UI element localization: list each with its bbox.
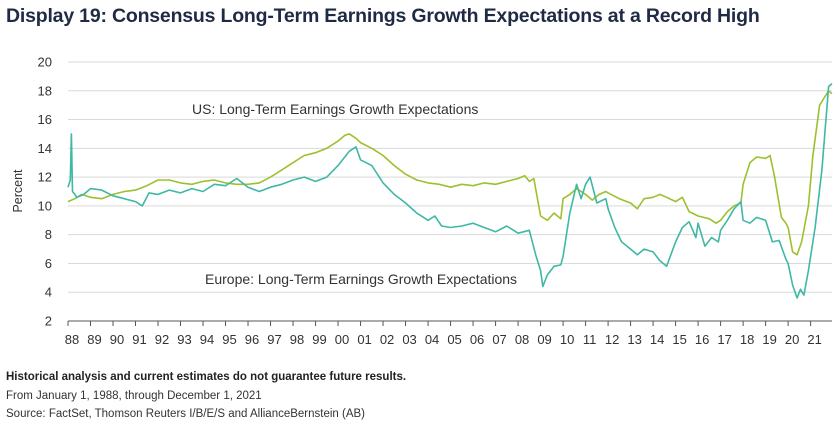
x-tick-label: 96 bbox=[245, 332, 259, 347]
x-tick-label: 21 bbox=[807, 332, 821, 347]
x-tick-label: 20 bbox=[785, 332, 799, 347]
x-tick-label: 92 bbox=[155, 332, 169, 347]
y-tick-label: 20 bbox=[38, 55, 52, 70]
y-tick-label: 4 bbox=[45, 285, 52, 300]
chart-notes: Historical analysis and current estimate… bbox=[6, 368, 826, 423]
y-tick-label: 2 bbox=[45, 314, 52, 329]
x-tick-label: 90 bbox=[110, 332, 124, 347]
y-axis-ticks: 2 4 6 8 10 12 14 16 18 20 bbox=[38, 55, 52, 329]
y-tick-label: 18 bbox=[38, 83, 52, 98]
x-tick-label: 04 bbox=[425, 332, 439, 347]
y-tick-label: 8 bbox=[45, 227, 52, 242]
y-tick-label: 10 bbox=[38, 198, 52, 213]
x-tick-label: 08 bbox=[515, 332, 529, 347]
x-tick-label: 16 bbox=[695, 332, 709, 347]
y-axis-label: Percent bbox=[11, 169, 25, 213]
x-tick-label: 06 bbox=[470, 332, 484, 347]
source-note: Source: FactSet, Thomson Reuters I/B/E/S… bbox=[6, 408, 366, 420]
x-tick-label: 10 bbox=[560, 332, 574, 347]
x-tick-label: 99 bbox=[312, 332, 326, 347]
x-tick-label: 00 bbox=[335, 332, 349, 347]
x-tick-label: 11 bbox=[583, 332, 597, 347]
x-tick-label: 95 bbox=[222, 332, 236, 347]
europe-series-label: Europe: Long-Term Earnings Growth Expect… bbox=[205, 271, 517, 287]
x-tick-label: 03 bbox=[402, 332, 416, 347]
x-tick-label: 14 bbox=[650, 332, 664, 347]
x-tick-label: 07 bbox=[492, 332, 506, 347]
x-tick-label: 05 bbox=[447, 332, 461, 347]
y-tick-label: 6 bbox=[45, 256, 52, 271]
europe-series-line bbox=[67, 82, 833, 299]
gridlines bbox=[68, 61, 832, 293]
x-tick-label: 88 bbox=[65, 332, 79, 347]
x-tick-label: 93 bbox=[177, 332, 191, 347]
x-tick-label: 98 bbox=[290, 332, 304, 347]
x-tick-label: 89 bbox=[87, 332, 101, 347]
x-tick-label: 15 bbox=[672, 332, 686, 347]
period-note: From January 1, 1988, through December 1… bbox=[6, 390, 262, 402]
x-axis-ticks: 88 89 90 91 92 93 94 95 96 97 98 99 00 01 02 03 04 05 06 07… bbox=[65, 321, 822, 347]
x-tick-label: 97 bbox=[267, 332, 281, 347]
series-labels: US: Long-Term Earnings Growth Expectatio… bbox=[192, 101, 517, 287]
chart-title: Display 19: Consensus Long-Term Earnings… bbox=[6, 5, 760, 27]
x-tick-label: 18 bbox=[740, 332, 754, 347]
y-tick-label: 16 bbox=[38, 112, 52, 127]
line-chart: 2 4 6 8 10 12 14 16 18 20 88 89 90 91 92 93 94 95 96 97 98 9… bbox=[11, 55, 833, 347]
us-series-line bbox=[67, 90, 833, 256]
y-tick-label: 14 bbox=[38, 141, 52, 156]
x-tick-label: 94 bbox=[200, 332, 214, 347]
disclaimer-note: Historical analysis and current estimate… bbox=[6, 371, 407, 383]
x-tick-label: 09 bbox=[537, 332, 551, 347]
x-tick-label: 91 bbox=[132, 332, 146, 347]
x-tick-label: 13 bbox=[627, 332, 641, 347]
x-tick-label: 02 bbox=[380, 332, 394, 347]
x-tick-label: 19 bbox=[762, 332, 776, 347]
us-series-label: US: Long-Term Earnings Growth Expectatio… bbox=[192, 101, 478, 117]
x-tick-label: 17 bbox=[717, 332, 731, 347]
series-lines bbox=[67, 82, 833, 299]
y-tick-label: 12 bbox=[38, 170, 52, 185]
x-tick-label: 12 bbox=[605, 332, 619, 347]
x-tick-label: 01 bbox=[357, 332, 371, 347]
